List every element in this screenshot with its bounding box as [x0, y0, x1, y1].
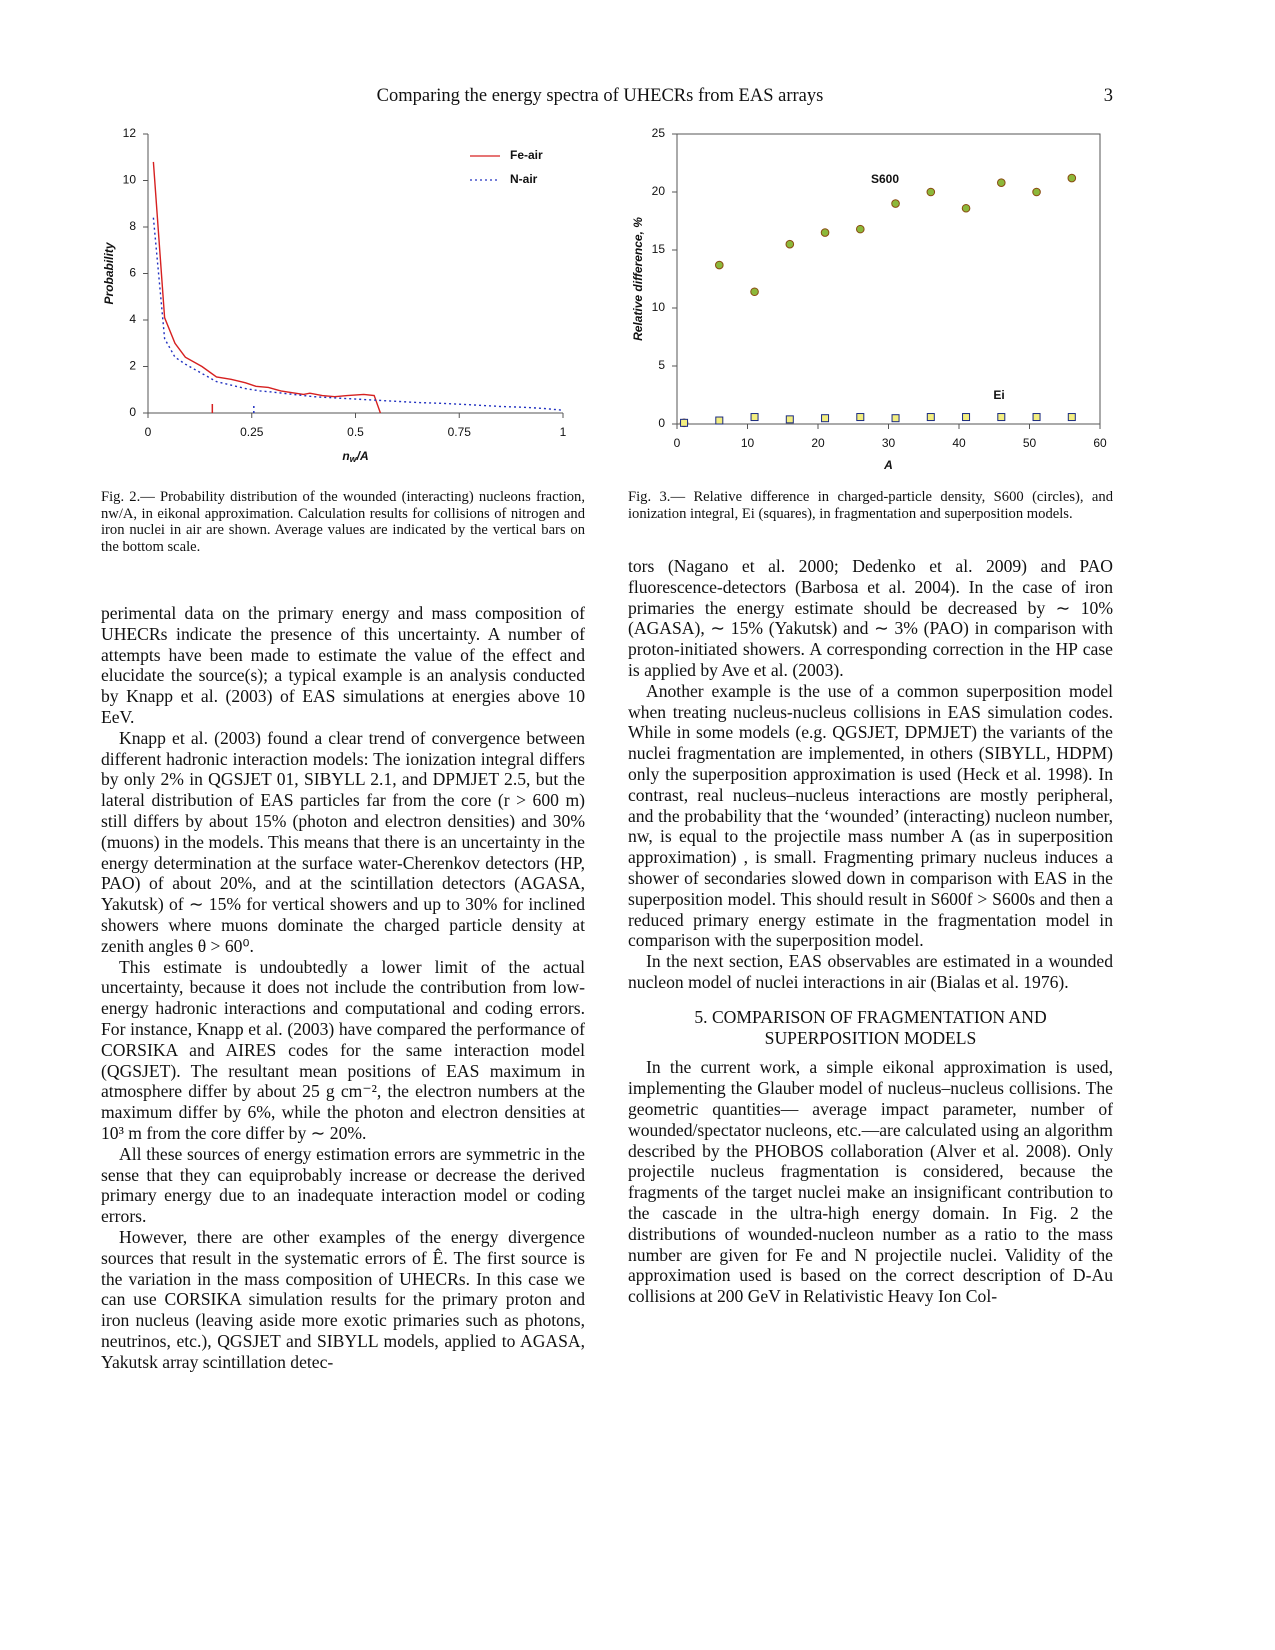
data-point	[891, 414, 900, 423]
x-axis-label: A	[883, 458, 893, 472]
data-point	[820, 228, 830, 237]
x-axis-label-part: /A	[356, 449, 369, 463]
paragraph: tors (Nagano et al. 2000; Dedenko et al.…	[628, 556, 1113, 680]
paragraph: This estimate is undoubtedly a lower lim…	[101, 956, 585, 1143]
data-point	[891, 199, 900, 208]
y-tick-label: 2	[129, 359, 136, 373]
data-point	[997, 413, 1006, 422]
y-tick-label: 5	[658, 358, 665, 372]
page-number: 3	[1103, 86, 1113, 106]
y-tick-label: 0	[658, 416, 665, 430]
series-line	[152, 217, 564, 411]
paragraph: In the current work, a simple eikonal ap…	[628, 1057, 1113, 1307]
data-point	[715, 260, 724, 270]
data-point	[926, 187, 936, 197]
x-axis-label: nw/A	[342, 449, 368, 464]
data-point	[1032, 413, 1041, 422]
paragraph: However, there are other examples of the…	[101, 1226, 585, 1372]
series-label: S600	[871, 172, 899, 186]
x-axis-label-part: w	[350, 454, 358, 464]
paragraph: In the next section, EAS observables are…	[628, 951, 1113, 992]
figure-caption: Fig. 2.— Probability distribution of the…	[101, 489, 585, 555]
data-point	[785, 415, 794, 424]
paragraph: Knapp et al. (2003) found a clear trend …	[101, 727, 585, 956]
y-tick-label: 6	[129, 266, 136, 280]
left-column: perimental data on the primary energy an…	[101, 603, 585, 1372]
section-heading: 5. COMPARISON OF FRAGMENTATION AND SUPER…	[694, 1006, 1047, 1048]
x-tick-label: 40	[952, 436, 966, 450]
x-axis-label-part: n	[342, 449, 349, 463]
data-point	[785, 239, 795, 249]
data-point	[680, 418, 689, 427]
data-point	[961, 203, 971, 213]
x-tick-label: 0.25	[240, 425, 264, 439]
x-tick-label: 60	[1093, 436, 1107, 450]
paragraph: perimental data on the primary energy an…	[101, 603, 585, 727]
running-title: Comparing the energy spectra of UHECRs f…	[376, 86, 824, 106]
x-tick-label: 30	[882, 436, 896, 450]
legend-label: Fe-air	[510, 148, 543, 162]
chart: 0 5 10 15 20 25 0 10 20 30 40 50 60 Relative differen…	[631, 126, 1107, 472]
x-tick-label: 0	[145, 425, 152, 439]
series-line	[152, 161, 382, 414]
y-axis-label: Probability	[102, 241, 116, 304]
data-point	[1067, 413, 1076, 422]
data-point	[715, 416, 724, 425]
data-point	[750, 413, 759, 422]
legend-label: N-air	[510, 172, 538, 186]
data-point	[1032, 187, 1041, 197]
paragraph: Another example is the use of a common s…	[628, 680, 1113, 951]
data-point	[962, 413, 971, 422]
data-point	[926, 413, 935, 422]
x-tick-label: 20	[811, 436, 825, 450]
x-tick-label: 10	[741, 436, 755, 450]
series-label: Ei	[993, 388, 1004, 402]
x-tick-label: 0	[674, 436, 681, 450]
y-axis-label: Relative difference, %	[631, 217, 645, 341]
right-column: tors (Nagano et al. 2000; Dedenko et al.…	[628, 556, 1113, 1307]
y-tick-label: 10	[652, 300, 666, 314]
data-point	[1067, 173, 1077, 183]
y-tick-label: 8	[129, 219, 136, 233]
x-tick-label: 1	[560, 425, 567, 439]
x-tick-label: 50	[1023, 436, 1037, 450]
y-tick-label: 4	[129, 312, 136, 326]
data-point	[750, 287, 759, 297]
data-point	[856, 224, 865, 234]
x-tick-label: 0.75	[448, 425, 472, 439]
y-tick-label: 12	[123, 126, 137, 140]
y-tick-label: 15	[652, 242, 666, 256]
y-tick-label: 20	[652, 184, 666, 198]
paragraph: All these sources of energy estimation e…	[101, 1143, 585, 1227]
y-tick-label: 25	[652, 126, 666, 140]
figure-caption: Fig. 3.— Relative difference in charged-…	[628, 489, 1113, 522]
chart: 0 2 4 6 8 10 12 0 0.25 0.5 0.75 1 Probability nw/A Fe-…	[102, 126, 567, 464]
y-tick-label: 10	[123, 173, 137, 187]
data-point	[997, 178, 1006, 188]
data-point	[821, 414, 830, 423]
y-tick-label: 0	[129, 405, 136, 419]
data-point	[856, 413, 865, 422]
x-tick-label: 0.5	[347, 425, 364, 439]
